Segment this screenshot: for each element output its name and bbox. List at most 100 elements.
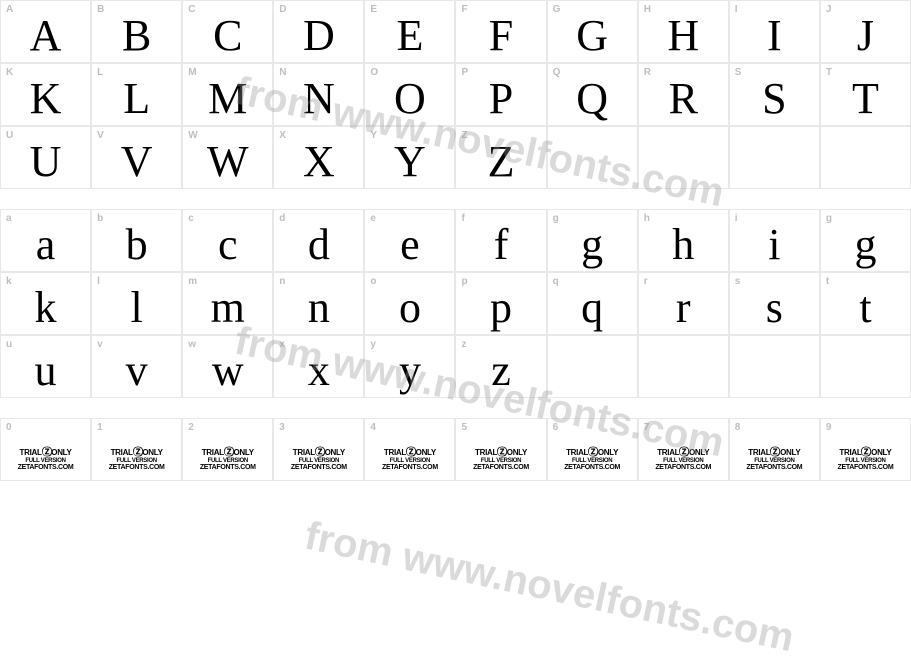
cell-glyph: N: [274, 77, 363, 121]
glyph-cell: VV: [91, 126, 182, 189]
cell-glyph: J: [821, 14, 910, 58]
cell-glyph: X: [274, 140, 363, 184]
glyph-cell: AA: [0, 0, 91, 63]
cell-glyph: b: [92, 223, 181, 267]
glyph-cell: YY: [364, 126, 455, 189]
cell-glyph: r: [639, 286, 728, 330]
cell-glyph: I: [730, 14, 819, 58]
cell-glyph: L: [92, 77, 181, 121]
glyph-cell: LL: [91, 63, 182, 126]
glyph-cell: PP: [455, 63, 546, 126]
glyph-cell: vv: [91, 335, 182, 398]
glyph-cell: ee: [364, 209, 455, 272]
glyph-cell: hh: [638, 209, 729, 272]
cell-glyph: l: [92, 286, 181, 330]
cell-label: 3: [279, 422, 285, 433]
glyph-cell: TT: [820, 63, 911, 126]
digit-cell: 4 TRIALⓏONLYFULL VERSIONZETAFONTS.COM: [364, 418, 455, 481]
cell-glyph: m: [183, 286, 272, 330]
glyph-cell: GG: [547, 0, 638, 63]
cell-label: 6: [553, 422, 559, 433]
cell-label: 7: [644, 422, 650, 433]
cell-glyph: f: [456, 223, 545, 267]
cell-glyph: A: [1, 14, 90, 58]
cell-glyph: y: [365, 349, 454, 393]
cell-glyph: c: [183, 223, 272, 267]
glyph-cell: nn: [273, 272, 364, 335]
cell-label: 4: [370, 422, 376, 433]
cell-glyph: M: [183, 77, 272, 121]
uppercase-grid: AABBCCDDEEFFGGHHIIJJKKLLMMNNOOPPQQRRSSTT…: [0, 0, 911, 189]
digit-cell: 0 TRIALⓏONLYFULL VERSIONZETAFONTS.COM: [0, 418, 91, 481]
cell-glyph: d: [274, 223, 363, 267]
trial-mark: TRIALⓏONLYFULL VERSIONZETAFONTS.COM: [365, 449, 454, 472]
cell-glyph: Q: [548, 77, 637, 121]
cell-glyph: P: [456, 77, 545, 121]
cell-glyph: t: [821, 286, 910, 330]
glyph-cell: KK: [0, 63, 91, 126]
digit-cell: 7TRIALⓏONLYFULL VERSIONZETAFONTS.COM: [638, 418, 729, 481]
lowercase-grid: aabbccddeeffgghhiiggkkllmmnnooppqqrrsstt…: [0, 209, 911, 398]
cell-glyph: G: [548, 14, 637, 58]
cell-label: 9: [826, 422, 832, 433]
cell-glyph: g: [821, 223, 910, 267]
cell-label: 8: [735, 422, 741, 433]
glyph-cell: BB: [91, 0, 182, 63]
cell-glyph: V: [92, 140, 181, 184]
cell-glyph: h: [639, 223, 728, 267]
glyph-cell: pp: [455, 272, 546, 335]
cell-glyph: K: [1, 77, 90, 121]
glyph-cell: II: [729, 0, 820, 63]
trial-mark: TRIALⓏONLYFULL VERSIONZETAFONTS.COM: [548, 449, 637, 472]
digit-cell: 6 TRIALⓏONLYFULL VERSIONZETAFONTS.COM: [547, 418, 638, 481]
cell-glyph: w: [183, 349, 272, 393]
cell-glyph: g: [548, 223, 637, 267]
glyph-cell: EE: [364, 0, 455, 63]
cell-glyph: E: [365, 14, 454, 58]
glyph-cell: DD: [273, 0, 364, 63]
trial-mark: TRIALⓏONLYFULL VERSIONZETAFONTS.COM: [821, 449, 910, 472]
glyph-cell: gg: [547, 209, 638, 272]
cell-glyph: n: [274, 286, 363, 330]
glyph-cell: [729, 335, 820, 398]
glyph-cell: xx: [273, 335, 364, 398]
glyph-cell: ZZ: [455, 126, 546, 189]
glyph-cell: zz: [455, 335, 546, 398]
glyph-cell: gg: [820, 209, 911, 272]
cell-label: 1: [97, 422, 103, 433]
glyph-cell: WW: [182, 126, 273, 189]
trial-mark: TRIALⓏONLYFULL VERSIONZETAFONTS.COM: [92, 449, 181, 472]
cell-glyph: p: [456, 286, 545, 330]
glyph-cell: JJ: [820, 0, 911, 63]
glyph-cell: UU: [0, 126, 91, 189]
glyph-cell: ii: [729, 209, 820, 272]
glyph-cell: tt: [820, 272, 911, 335]
glyph-cell: QQ: [547, 63, 638, 126]
trial-mark: TRIALⓏONLYFULL VERSIONZETAFONTS.COM: [1, 449, 90, 472]
cell-glyph: S: [730, 77, 819, 121]
cell-glyph: z: [456, 349, 545, 393]
glyph-cell: rr: [638, 272, 729, 335]
cell-glyph: H: [639, 14, 728, 58]
cell-glyph: i: [730, 223, 819, 267]
cell-label: 5: [461, 422, 467, 433]
cell-label: 2: [188, 422, 194, 433]
cell-label: 0: [6, 422, 12, 433]
glyph-cell: [547, 335, 638, 398]
trial-mark: TRIALⓏONLYFULL VERSIONZETAFONTS.COM: [183, 449, 272, 472]
glyph-cell: ww: [182, 335, 273, 398]
cell-glyph: T: [821, 77, 910, 121]
cell-glyph: a: [1, 223, 90, 267]
glyph-cell: bb: [91, 209, 182, 272]
glyph-cell: mm: [182, 272, 273, 335]
cell-glyph: D: [274, 14, 363, 58]
glyph-cell: [820, 126, 911, 189]
glyph-cell: cc: [182, 209, 273, 272]
glyph-cell: [547, 126, 638, 189]
cell-glyph: Z: [456, 140, 545, 184]
glyph-cell: SS: [729, 63, 820, 126]
glyph-cell: dd: [273, 209, 364, 272]
digit-cell: 8 TRIALⓏONLYFULL VERSIONZETAFONTS.COM: [729, 418, 820, 481]
trial-mark: TRIALⓏONLYFULL VERSIONZETAFONTS.COM: [730, 449, 819, 472]
glyph-cell: ff: [455, 209, 546, 272]
